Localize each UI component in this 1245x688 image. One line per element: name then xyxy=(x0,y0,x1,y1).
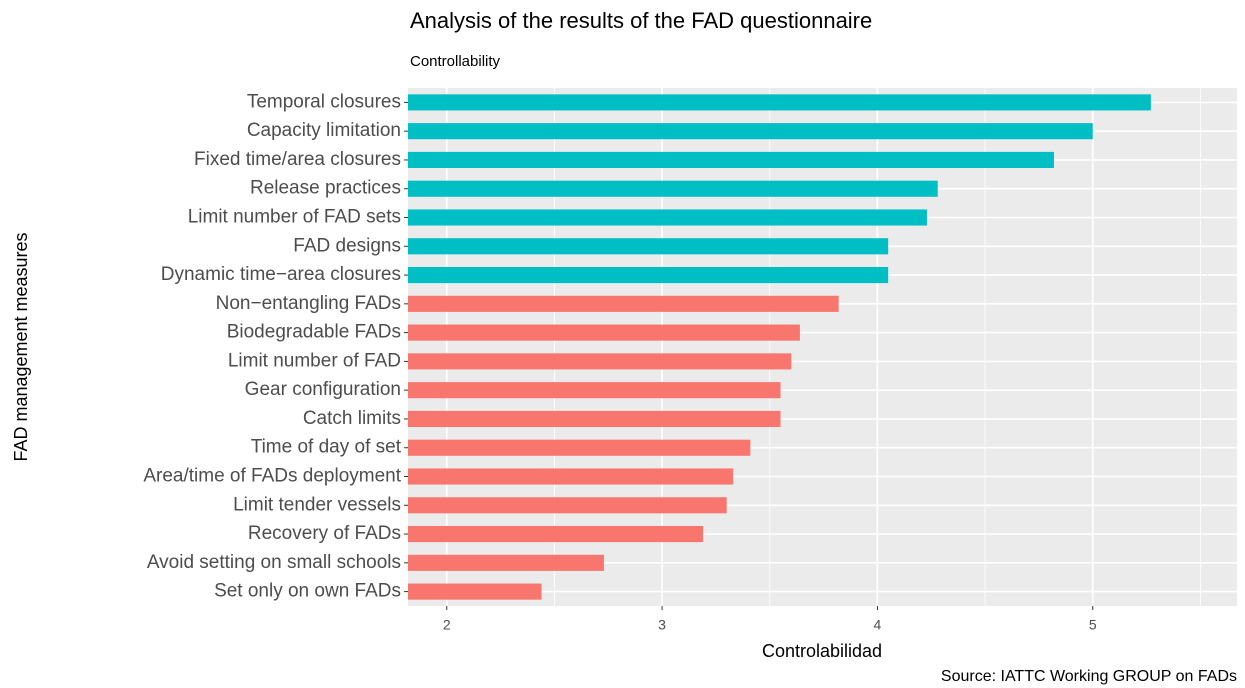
bar xyxy=(408,554,604,571)
y-tick-label: Release practices xyxy=(250,178,401,199)
x-tick-label: 4 xyxy=(874,617,882,633)
chart-title: Analysis of the results of the FAD quest… xyxy=(410,8,872,33)
y-tick-label: Recovery of FADs xyxy=(248,523,401,544)
caption: Source: IATTC Working GROUP on FADs xyxy=(941,668,1237,685)
y-tick-label: Set only on own FADs xyxy=(214,581,401,602)
bar xyxy=(408,583,542,600)
y-axis-title: FAD management measures xyxy=(11,232,31,461)
y-tick-label: Non−entangling FADs xyxy=(216,293,401,314)
bar xyxy=(408,382,781,399)
bar xyxy=(408,94,1151,111)
y-tick-label: Avoid setting on small schools xyxy=(147,552,401,573)
y-tick-label: Gear configuration xyxy=(245,379,401,400)
bar xyxy=(408,497,727,514)
bar xyxy=(408,353,792,370)
bar xyxy=(408,238,889,255)
y-tick-label: Limit number of FAD sets xyxy=(188,207,401,228)
x-axis-title: Controlabilidad xyxy=(762,641,882,661)
x-tick-label: 3 xyxy=(658,617,666,633)
bar xyxy=(408,525,703,543)
x-tick-label: 2 xyxy=(443,617,451,633)
bar xyxy=(408,151,1054,169)
y-tick-label: Limit tender vessels xyxy=(233,494,401,515)
x-tick-label: 5 xyxy=(1089,617,1097,633)
y-tick-label: Temporal closures xyxy=(247,91,401,112)
bar xyxy=(408,410,781,428)
y-tick-label: Catch limits xyxy=(303,408,401,429)
bar xyxy=(408,439,751,456)
y-tick-label: Area/time of FADs deployment xyxy=(143,466,401,487)
panel-background xyxy=(408,88,1237,606)
chart-subtitle: Controllability xyxy=(410,53,501,70)
y-tick-label: Time of day of set xyxy=(251,437,402,458)
y-tick-label: Dynamic time−area closures xyxy=(161,264,401,285)
bar xyxy=(408,266,889,284)
y-tick-label: Fixed time/area closures xyxy=(194,149,401,170)
y-tick-label: Limit number of FAD xyxy=(228,350,401,371)
bar xyxy=(408,209,927,226)
bar xyxy=(408,180,938,197)
y-tick-label: Biodegradable FADs xyxy=(227,322,401,343)
y-tick-label: Capacity limitation xyxy=(247,120,401,141)
y-tick-label: FAD designs xyxy=(293,235,401,256)
bar xyxy=(408,295,839,312)
bar xyxy=(408,324,800,341)
bar xyxy=(408,123,1093,140)
bar xyxy=(408,468,734,485)
